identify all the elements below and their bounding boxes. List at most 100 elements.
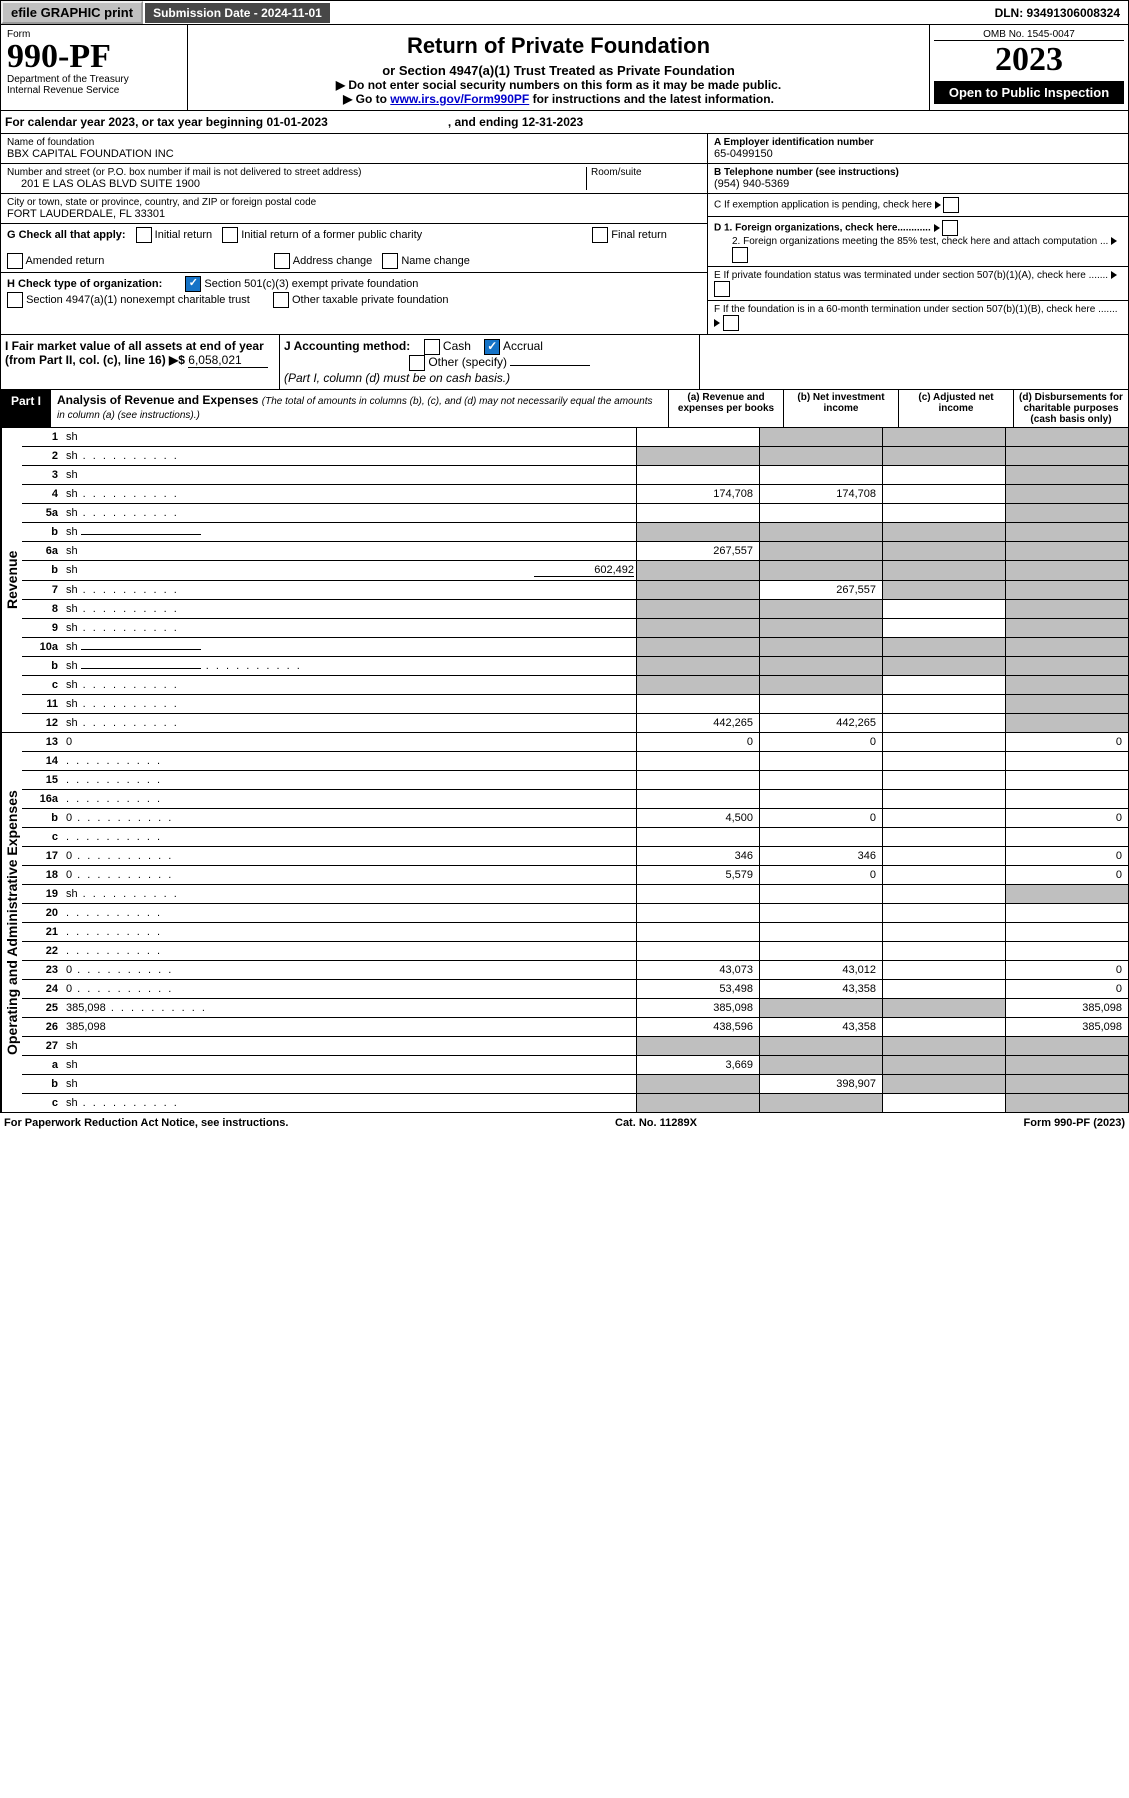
- paperwork-notice: For Paperwork Reduction Act Notice, see …: [4, 1117, 288, 1129]
- line-5a: 5ash: [22, 504, 1128, 523]
- form-header: Form 990-PF Department of the Treasury I…: [0, 25, 1129, 111]
- irs: Internal Revenue Service: [7, 85, 177, 96]
- tax-year: 2023: [934, 41, 1124, 79]
- part1-header: Part I Analysis of Revenue and Expenses …: [0, 390, 1129, 428]
- street-address: 201 E LAS OLAS BLVD SUITE 1900: [7, 178, 586, 190]
- expenses-section: Operating and Administrative Expenses 13…: [0, 733, 1129, 1113]
- line-22: 22: [22, 942, 1128, 961]
- F-checkbox[interactable]: [723, 315, 739, 331]
- cash-checkbox[interactable]: [424, 339, 440, 355]
- efile-print-button[interactable]: efile GRAPHIC print: [1, 1, 143, 24]
- line-25: 25385,098385,098385,098: [22, 999, 1128, 1018]
- I-J-row: I Fair market value of all assets at end…: [0, 335, 1129, 390]
- line-a: ash3,669: [22, 1056, 1128, 1075]
- label-D: D 1. Foreign organizations, check here..…: [708, 217, 1128, 267]
- ein: 65-0499150: [714, 148, 1122, 160]
- col-d-header: (d) Disbursements for charitable purpose…: [1013, 390, 1128, 427]
- line-12: 12sh442,265442,265: [22, 714, 1128, 732]
- line-19: 19sh: [22, 885, 1128, 904]
- address-change-checkbox[interactable]: [274, 253, 290, 269]
- line-6a: 6ash267,557: [22, 542, 1128, 561]
- 501c3-checkbox[interactable]: ✓: [185, 276, 201, 292]
- line-4: 4sh174,708174,708: [22, 485, 1128, 504]
- top-bar: efile GRAPHIC print Submission Date - 20…: [0, 0, 1129, 25]
- col-c-header: (c) Adjusted net income: [898, 390, 1013, 427]
- line-27: 27sh: [22, 1037, 1128, 1056]
- final-return-checkbox[interactable]: [592, 227, 608, 243]
- line-c: csh: [22, 676, 1128, 695]
- instructions-link[interactable]: www.irs.gov/Form990PF: [390, 92, 529, 106]
- line-17: 1703463460: [22, 847, 1128, 866]
- expenses-label: Operating and Administrative Expenses: [1, 733, 22, 1112]
- line-3: 3sh: [22, 466, 1128, 485]
- form-number: 990-PF: [7, 40, 177, 74]
- line-8: 8sh: [22, 600, 1128, 619]
- revenue-label: Revenue: [1, 428, 22, 732]
- line-1: 1sh: [22, 428, 1128, 447]
- accounting-method: J Accounting method: Cash ✓ Accrual Othe…: [280, 335, 700, 389]
- C-checkbox[interactable]: [943, 197, 959, 213]
- part1-label: Part I: [1, 390, 51, 427]
- other-method-checkbox[interactable]: [409, 355, 425, 371]
- E-checkbox[interactable]: [714, 281, 730, 297]
- line-21: 21: [22, 923, 1128, 942]
- open-public: Open to Public Inspection: [934, 81, 1124, 104]
- check-H: H Check type of organization: ✓ Section …: [1, 273, 707, 311]
- line-b: bsh: [22, 523, 1128, 542]
- initial-return-checkbox[interactable]: [136, 227, 152, 243]
- name-label: Name of foundation: [7, 137, 701, 148]
- page-footer: For Paperwork Reduction Act Notice, see …: [0, 1113, 1129, 1133]
- submission-date: Submission Date - 2024-11-01: [145, 3, 330, 23]
- line-18: 1805,57900: [22, 866, 1128, 885]
- line-24: 24053,49843,3580: [22, 980, 1128, 999]
- line-14: 14: [22, 752, 1128, 771]
- line-2: 2sh: [22, 447, 1128, 466]
- city-state-zip: FORT LAUDERDALE, FL 33301: [7, 208, 701, 220]
- note-ssn: ▶ Do not enter social security numbers o…: [192, 78, 925, 92]
- line-20: 20: [22, 904, 1128, 923]
- revenue-section: Revenue 1sh2sh3sh4sh174,708174,7085ashbs…: [0, 428, 1129, 733]
- form-ref: Form 990-PF (2023): [1024, 1117, 1126, 1129]
- label-A: A Employer identification number: [714, 137, 1122, 148]
- line-13: 130000: [22, 733, 1128, 752]
- label-B: B Telephone number (see instructions): [714, 167, 1122, 178]
- addr-label: Number and street (or P.O. box number if…: [7, 167, 586, 178]
- foundation-name: BBX CAPITAL FOUNDATION INC: [7, 148, 701, 160]
- omb: OMB No. 1545-0047: [934, 29, 1124, 41]
- line-9: 9sh: [22, 619, 1128, 638]
- line-c: c: [22, 828, 1128, 847]
- line-7: 7sh267,557: [22, 581, 1128, 600]
- form-subtitle: or Section 4947(a)(1) Trust Treated as P…: [192, 63, 925, 78]
- telephone: (954) 940-5369: [714, 178, 1122, 190]
- fair-market-value: I Fair market value of all assets at end…: [1, 335, 280, 389]
- line-b: bsh398,907: [22, 1075, 1128, 1094]
- accrual-checkbox[interactable]: ✓: [484, 339, 500, 355]
- line-c: csh: [22, 1094, 1128, 1112]
- dept: Department of the Treasury: [7, 74, 177, 85]
- label-C: C If exemption application is pending, c…: [708, 194, 1128, 217]
- line-b: bsh: [22, 657, 1128, 676]
- name-change-checkbox[interactable]: [382, 253, 398, 269]
- label-F: F If the foundation is in a 60-month ter…: [708, 301, 1128, 334]
- D2-checkbox[interactable]: [732, 247, 748, 263]
- city-label: City or town, state or province, country…: [7, 197, 701, 208]
- note-link: ▶ Go to www.irs.gov/Form990PF for instru…: [192, 92, 925, 106]
- initial-former-checkbox[interactable]: [222, 227, 238, 243]
- dln: DLN: 93491306008324: [987, 3, 1128, 23]
- D1-checkbox[interactable]: [942, 220, 958, 236]
- line-15: 15: [22, 771, 1128, 790]
- label-E: E If private foundation status was termi…: [708, 267, 1128, 301]
- other-taxable-checkbox[interactable]: [273, 292, 289, 308]
- form-title: Return of Private Foundation: [192, 33, 925, 59]
- 4947-checkbox[interactable]: [7, 292, 23, 308]
- col-a-header: (a) Revenue and expenses per books: [668, 390, 783, 427]
- line-26: 26385,098438,59643,358385,098: [22, 1018, 1128, 1037]
- part1-title: Analysis of Revenue and Expenses (The to…: [51, 390, 668, 427]
- calendar-year-row: For calendar year 2023, or tax year begi…: [0, 111, 1129, 134]
- cat-no: Cat. No. 11289X: [615, 1117, 697, 1129]
- line-23: 23043,07343,0120: [22, 961, 1128, 980]
- line-11: 11sh: [22, 695, 1128, 714]
- line-10a: 10ash: [22, 638, 1128, 657]
- amended-return-checkbox[interactable]: [7, 253, 23, 269]
- check-G: G Check all that apply: Initial return I…: [1, 224, 707, 273]
